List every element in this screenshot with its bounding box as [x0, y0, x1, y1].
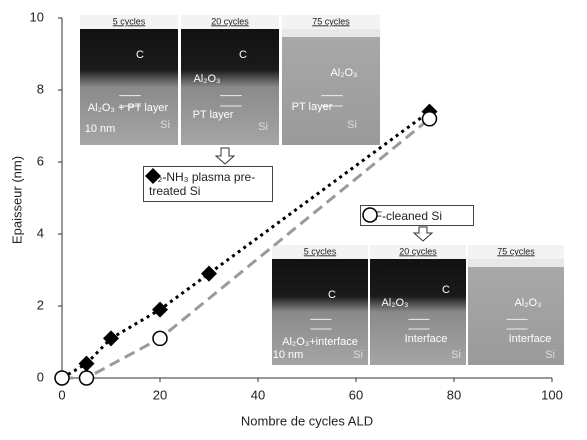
tem-panel: 5 cycles C Al₂O₃ + PT layer Si 10 nm — [80, 15, 178, 145]
panel-label: Si — [160, 119, 170, 131]
panel-label: Interface — [405, 333, 448, 345]
legend-marker-box — [361, 206, 379, 224]
panel-label: 10 nm — [85, 123, 116, 135]
tem-top — [282, 29, 380, 37]
panel-title: 20 cycles — [399, 246, 437, 256]
panel-label: Si — [451, 349, 461, 361]
y-tick-label: 0 — [37, 369, 44, 384]
panel-label: Si — [258, 121, 268, 133]
point — [103, 330, 119, 346]
point — [153, 331, 167, 345]
panel-label: Si — [545, 349, 555, 361]
panel-title: 20 cycles — [211, 16, 249, 26]
legend-marker-box — [144, 167, 162, 185]
panel-label: Al₂O₃+interface — [282, 336, 358, 348]
legend-marker — [145, 168, 161, 184]
panel-label: PT layer — [193, 109, 234, 121]
panel-label: Al₂O₃ + PT layer — [88, 102, 169, 114]
x-tick-label: 0 — [58, 387, 65, 402]
x-tick-label: 100 — [541, 387, 563, 402]
panel-label: Al₂O₃ — [330, 67, 357, 79]
panel-label: PT layer — [292, 101, 333, 113]
legend-label: N₂-NH₃ plasma pre-treated Si — [149, 170, 267, 198]
panel-title: 5 cycles — [113, 16, 146, 26]
x-tick-label: 40 — [251, 387, 265, 402]
tem-top — [468, 259, 564, 267]
panel-label: Si — [353, 349, 363, 361]
panel-label: 10 nm — [273, 349, 304, 361]
legend-box: N₂-NH₃ plasma pre-treated Si — [143, 166, 273, 202]
x-tick-label: 80 — [447, 387, 461, 402]
panel-label: Al₂O₃ — [381, 297, 408, 309]
x-tick-label: 20 — [153, 387, 167, 402]
panel-label: C — [239, 49, 247, 61]
y-tick-label: 8 — [37, 81, 44, 96]
panel-title: 75 cycles — [312, 16, 350, 26]
y-tick-label: 10 — [30, 9, 44, 24]
panel-label: C — [442, 284, 450, 296]
panel-title: 75 cycles — [497, 246, 535, 256]
arrow — [414, 227, 432, 241]
panel-label: Interface — [509, 333, 552, 345]
point — [423, 112, 437, 126]
figure: Nombre de cycles ALD Epaisseur (nm) 0 2 4 6… — [0, 0, 587, 440]
point — [55, 371, 69, 385]
tem-panel: 75 cycles Al₂O₃ Interface Si — [468, 245, 564, 365]
y-axis-title: Epaisseur (nm) — [9, 156, 24, 244]
panel-label: C — [328, 289, 336, 301]
y-tick-label: 6 — [37, 153, 44, 168]
panel-label: Al₂O₃ — [193, 73, 220, 85]
x-tick-label: 60 — [349, 387, 363, 402]
legend-box: HF-cleaned Si — [360, 205, 474, 226]
chart: Nombre de cycles ALD Epaisseur (nm) 0 2 4 6… — [0, 0, 587, 440]
point — [80, 371, 94, 385]
tem-image — [282, 29, 380, 145]
legend-marker — [363, 208, 377, 222]
y-tick-label: 4 — [37, 225, 44, 240]
panel-label: Al₂O₃ — [514, 297, 541, 309]
y-tick-label: 2 — [37, 297, 44, 312]
tem-panel: 20 cycles C Al₂O₃ PT layer Si — [181, 15, 279, 145]
tem-panel: 75 cycles Al₂O₃ PT layer Si — [282, 15, 380, 145]
x-axis-title: Nombre de cycles ALD — [241, 413, 373, 428]
panel-label: Si — [347, 119, 357, 131]
panel-label: C — [136, 49, 144, 61]
panel-title: 5 cycles — [304, 246, 337, 256]
arrow — [216, 148, 234, 164]
